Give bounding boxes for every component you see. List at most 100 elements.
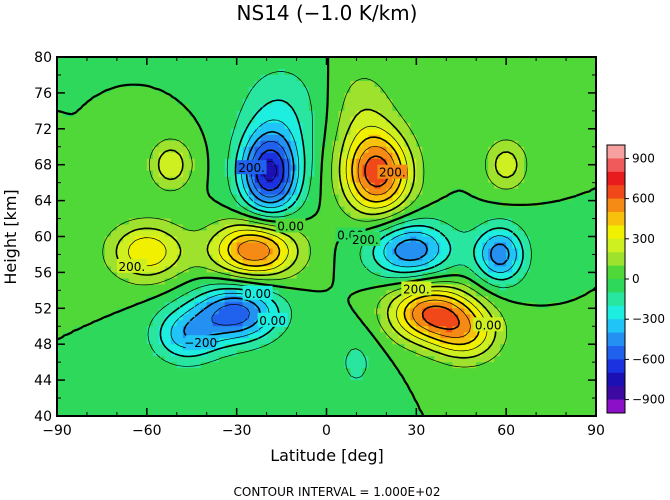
field-cell	[62, 164, 70, 172]
field-cell	[542, 314, 549, 321]
field-cell	[74, 266, 82, 273]
field-cell	[320, 380, 328, 387]
field-cell	[536, 188, 543, 196]
field-cell	[530, 308, 537, 315]
field-cell	[422, 272, 429, 279]
field-cell	[57, 146, 64, 154]
field-cell	[488, 206, 495, 214]
field-cell	[224, 170, 232, 178]
field-cell	[122, 320, 130, 327]
field-cell	[296, 314, 304, 321]
field-cell	[506, 314, 513, 321]
field-cell	[308, 410, 316, 416]
field-cell	[260, 98, 268, 106]
field-cell	[446, 302, 453, 309]
field-cell	[434, 344, 441, 351]
field-cell	[506, 74, 513, 82]
field-cell	[422, 314, 429, 321]
field-cell	[494, 194, 501, 202]
field-cell	[212, 272, 220, 279]
field-cell	[128, 320, 136, 327]
field-cell	[146, 398, 154, 405]
field-cell	[158, 57, 166, 64]
field-cell	[284, 230, 292, 238]
field-cell	[68, 404, 76, 411]
field-cell	[344, 158, 352, 166]
field-cell	[488, 68, 495, 76]
field-cell	[134, 182, 142, 190]
field-cell	[506, 380, 513, 387]
field-cell	[464, 296, 471, 303]
field-cell	[134, 164, 142, 172]
field-cell	[302, 104, 310, 112]
field-cell	[224, 386, 232, 393]
field-cell	[380, 212, 387, 220]
field-cell	[308, 338, 316, 345]
field-cell	[518, 314, 525, 321]
field-cell	[158, 284, 166, 291]
field-cell	[476, 392, 483, 399]
field-cell	[296, 128, 304, 136]
field-cell	[518, 368, 525, 375]
field-cell	[332, 122, 340, 130]
field-cell	[530, 272, 537, 279]
field-cell	[146, 62, 154, 70]
field-cell	[398, 98, 405, 106]
field-cell	[500, 344, 507, 351]
field-cell	[158, 356, 166, 363]
field-cell	[338, 128, 346, 136]
field-cell	[182, 284, 190, 291]
field-cell	[320, 176, 328, 184]
field-cell	[536, 332, 543, 339]
field-cell	[272, 410, 280, 416]
field-cell	[122, 146, 130, 154]
field-cell	[440, 200, 447, 208]
field-cell	[104, 410, 112, 416]
field-cell	[164, 200, 172, 208]
field-cell	[266, 206, 274, 214]
field-cell	[230, 362, 238, 369]
field-cell	[338, 404, 346, 411]
field-cell	[296, 68, 304, 76]
field-cell	[482, 200, 489, 208]
field-cell	[206, 284, 214, 291]
field-cell	[254, 266, 262, 273]
field-cell	[164, 260, 172, 268]
field-cell	[314, 374, 322, 381]
field-cell	[140, 296, 148, 303]
field-cell	[302, 80, 310, 88]
field-cell	[266, 80, 274, 88]
field-cell	[176, 380, 184, 387]
field-cell	[332, 344, 340, 351]
field-cell	[512, 392, 519, 399]
field-cell	[470, 284, 477, 291]
field-cell	[416, 266, 423, 273]
field-cell	[440, 116, 447, 124]
field-cell	[278, 170, 286, 178]
field-cell	[500, 80, 507, 88]
field-cell	[374, 122, 381, 130]
field-cell	[152, 326, 160, 333]
field-cell	[200, 176, 208, 184]
field-cell	[386, 212, 393, 220]
field-cell	[404, 386, 411, 393]
field-cell	[452, 86, 459, 94]
field-cell	[176, 332, 184, 339]
field-cell	[80, 326, 88, 333]
field-cell	[152, 68, 160, 76]
field-cell	[548, 374, 555, 381]
field-cell	[242, 152, 250, 160]
field-cell	[182, 116, 190, 124]
field-cell	[464, 122, 471, 130]
field-cell	[182, 86, 190, 94]
field-cell	[158, 272, 166, 279]
field-cell	[182, 68, 190, 76]
field-cell	[368, 380, 376, 387]
field-cell	[470, 224, 477, 232]
field-cell	[92, 398, 100, 405]
field-cell	[272, 362, 280, 369]
field-cell	[158, 182, 166, 190]
field-cell	[440, 122, 447, 130]
field-cell	[164, 116, 172, 124]
field-cell	[356, 110, 364, 118]
